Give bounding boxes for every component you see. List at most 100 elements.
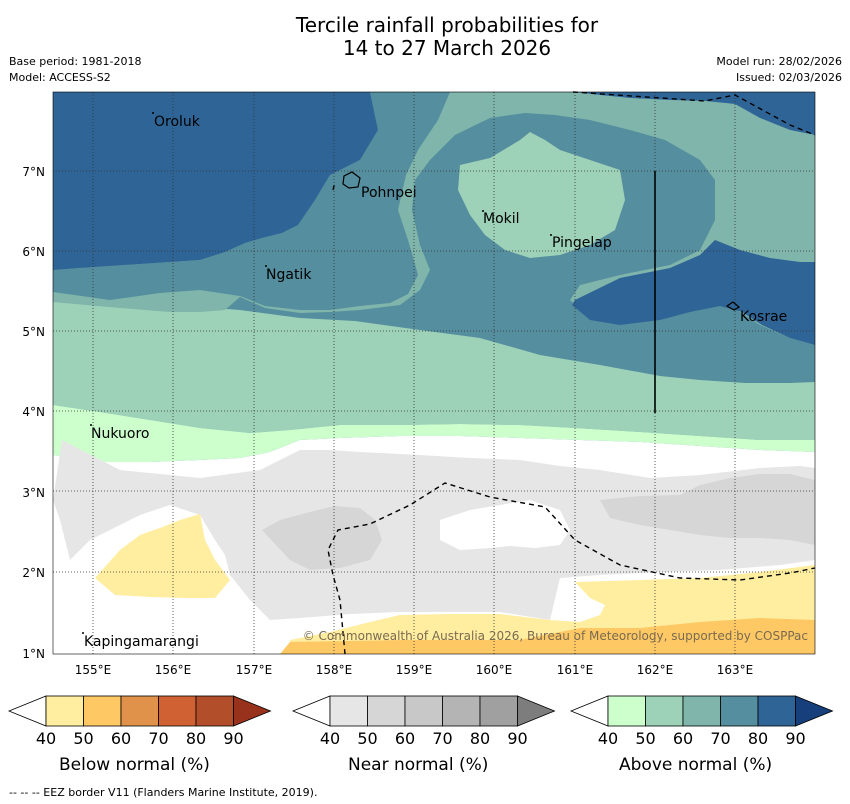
colorbar-2-tick-2: 60 [673,729,693,748]
model-run: Model run: 28/02/2026 [716,55,842,68]
lat-label-1n: 1°N [22,647,45,661]
lon-label-163e: 163°E [717,663,754,677]
colorbar-2-arrow-left [569,695,609,727]
colorbar-above: 40 50 60 70 80 90 [569,695,834,748]
lon-label-160e: 160°E [476,663,513,677]
map-figure: Oroluk Pohnpei Mokil Pingelap Ngatik Kos… [22,91,816,677]
colorbar-2-segment-5 [757,695,796,727]
white-south-west [53,628,270,654]
colorbar-0-tick-3: 70 [148,729,168,748]
title-line-2: 14 to 27 March 2026 [342,36,552,60]
lon-label-159e: 159°E [396,663,433,677]
colorbar-0-segment-3 [120,695,159,727]
colorbar-1-tick-2: 60 [395,729,415,748]
colorbar-below: 40 50 60 70 80 90 [7,695,272,748]
place-kapingamarangi: Kapingamarangi [84,634,199,650]
eez-borders [327,91,816,655]
lon-label-161e: 161°E [557,663,594,677]
colorbar-0-tick-5: 90 [223,729,243,748]
place-pingelap: Pingelap [552,235,612,251]
lat-label-3n: 3°N [22,486,45,500]
colorbar-2-tick-0: 40 [598,729,618,748]
kosrae-island-shape [725,301,741,311]
near-50-region [53,440,815,620]
eez-footnote: -- -- -- EEZ border V11 (Flanders Marine… [9,786,318,799]
colorbar-above-title: Above normal (%) [619,755,773,775]
above-60-patch-mokil [458,132,625,258]
colorbar-1-segment-3 [404,695,443,727]
map-title: Tercile rainfall probabilities for 14 to… [0,14,850,60]
colorbar-1-segment-2 [367,695,406,727]
colorbar-2-tick-5: 90 [785,729,805,748]
lon-label-156e: 156°E [155,663,192,677]
base-period: Base period: 1981-2018 [9,55,142,68]
meta-left: Base period: 1981-2018 Model: ACCESS-S2 [9,54,141,86]
colorbar-2-tick-4: 80 [748,729,768,748]
above-70-band-north [53,92,450,312]
colorbar-below-title: Below normal (%) [59,755,210,775]
colorbar-2-segment-4 [720,695,759,727]
colorbar-1-segment-1 [329,695,368,727]
above-50-band [53,405,815,462]
below-50-core-west [118,530,193,570]
marker-ngatik [265,265,267,267]
colorbar-1-arrow-right [517,695,556,727]
marker-nukuoro [90,424,92,426]
colorbar-1-tick-4: 80 [470,729,490,748]
lat-label-6n: 6°N [22,245,45,259]
legend-colorbars: 40 50 60 70 80 90 40 50 60 70 80 90 40 50 60 70 80 90 [7,695,834,748]
marker-kapingamarangi [82,632,84,634]
colorbar-2-segment-2 [645,695,684,727]
colorbar-0-tick-0: 40 [36,729,56,748]
place-oroluk: Oroluk [154,114,201,130]
title-line-1: Tercile rainfall probabilities for [295,13,599,37]
map-frame [52,91,816,655]
place-mokil: Mokil [483,211,520,227]
colorbar-near: 40 50 60 70 80 90 [291,695,556,748]
marker-mokil [482,210,484,212]
lat-label-4n: 4°N [22,405,45,419]
colorbar-near-title: Near normal (%) [348,755,489,775]
copyright-note: © Commonwealth of Australia 2026, Bureau… [303,629,808,643]
marker-oroluk [152,112,154,114]
colorbar-0-segment-2 [83,695,122,727]
model-name: Model: ACCESS-S2 [9,71,111,84]
colorbar-2-segment-3 [682,695,721,727]
lon-label-162e: 162°E [637,663,674,677]
colorbar-0-tick-2: 60 [111,729,131,748]
marker-pingelap [550,234,552,236]
near-60-patch-west [262,506,382,570]
pohnpei-island-shape [342,171,361,189]
lat-label-5n: 5°N [22,325,45,339]
issued-date: Issued: 02/03/2026 [735,71,842,84]
colorbar-1-segment-5 [479,695,518,727]
above-60-band [53,300,815,440]
place-nukuoro: Nukuoro [91,426,149,442]
above-80-region-nw [53,92,378,270]
colorbar-0-tick-4: 80 [186,729,206,748]
lon-label-155e: 155°E [75,663,112,677]
colorbar-2-tick-1: 50 [635,729,655,748]
colorbar-0-segment-5 [195,695,234,727]
place-pohnpei: Pohnpei [361,185,417,201]
lon-label-157e: 157°E [236,663,273,677]
colorbar-0-tick-1: 50 [73,729,93,748]
lat-label-7n: 7°N [22,165,45,179]
colorbar-2-arrow-right [795,695,834,727]
colorbar-1-tick-1: 50 [357,729,377,748]
above-80-region-ne [573,92,815,135]
colorbar-0-segment-1 [45,695,84,727]
colorbar-1-segment-4 [442,695,481,727]
colorbar-0-segment-4 [158,695,197,727]
lon-label-158e: 158°E [316,663,353,677]
colorbar-1-tick-0: 40 [320,729,340,748]
white-patch-center [440,500,570,550]
colorbar-2-segment-1 [607,695,646,727]
lat-label-2n: 2°N [22,566,45,580]
colorbar-1-tick-5: 90 [507,729,527,748]
colorbar-1-arrow-left [291,695,331,727]
near-60-patch-east [600,474,815,545]
place-markers [82,112,552,634]
colorbar-0-arrow-left [7,695,47,727]
probability-fields [53,92,815,654]
